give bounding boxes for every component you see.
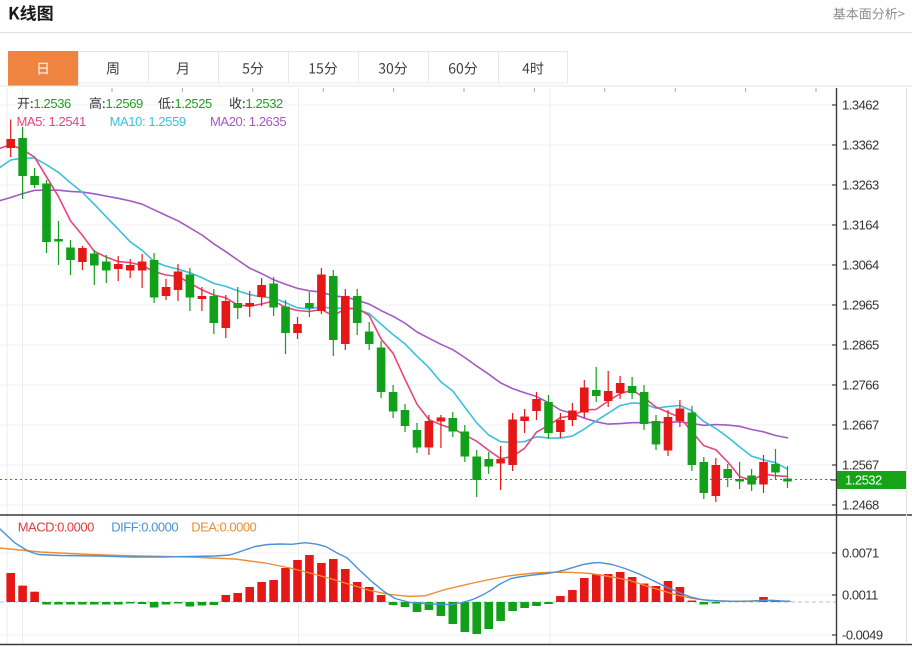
svg-text:1.2865: 1.2865 — [842, 338, 879, 353]
svg-text:1.2536: 1.2536 — [34, 96, 72, 111]
svg-text:1.2525: 1.2525 — [175, 96, 213, 111]
svg-text:0.0071: 0.0071 — [842, 546, 879, 561]
svg-text:MACD:0.0000: MACD:0.0000 — [18, 520, 94, 535]
svg-text:MA20: 1.2635: MA20: 1.2635 — [210, 114, 286, 129]
svg-text:1.3164: 1.3164 — [842, 218, 879, 233]
svg-text:1.2766: 1.2766 — [842, 378, 879, 393]
svg-text:DEA:0.0000: DEA:0.0000 — [191, 520, 256, 535]
svg-text:MA10: 1.2559: MA10: 1.2559 — [110, 114, 186, 129]
svg-text:1.2468: 1.2468 — [842, 498, 879, 513]
svg-text:1.2532: 1.2532 — [845, 473, 882, 488]
svg-text:0.0011: 0.0011 — [842, 588, 878, 603]
svg-text:1.2667: 1.2667 — [842, 418, 879, 433]
svg-text:1.2567: 1.2567 — [842, 458, 879, 473]
svg-text:1.2965: 1.2965 — [842, 298, 879, 313]
svg-text:1.3064: 1.3064 — [842, 258, 879, 273]
svg-text:1.2532: 1.2532 — [246, 96, 284, 111]
svg-text:MA5: 1.2541: MA5: 1.2541 — [17, 114, 86, 129]
svg-text:1.3462: 1.3462 — [842, 98, 879, 113]
svg-text:1.3362: 1.3362 — [842, 138, 879, 153]
svg-text:-0.0049: -0.0049 — [842, 628, 883, 643]
svg-text:DIFF:0.0000: DIFF:0.0000 — [111, 520, 178, 535]
svg-text:1.3263: 1.3263 — [842, 178, 879, 193]
svg-text:1.2569: 1.2569 — [106, 96, 144, 111]
